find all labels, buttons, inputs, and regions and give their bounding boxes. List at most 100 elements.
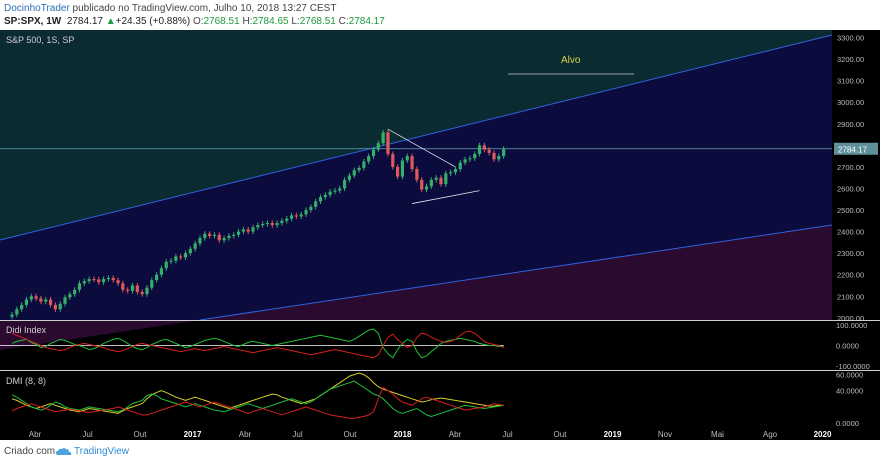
- candle[interactable]: [150, 280, 154, 288]
- candle[interactable]: [502, 148, 506, 157]
- candle[interactable]: [155, 274, 159, 281]
- candle[interactable]: [468, 158, 472, 160]
- candle[interactable]: [39, 298, 43, 302]
- candle[interactable]: [256, 225, 260, 228]
- candle[interactable]: [323, 194, 327, 198]
- dmi-scale[interactable]: 60.0000 40.0000 0.0000: [832, 371, 880, 428]
- candle[interactable]: [63, 297, 67, 304]
- tradingview-brand[interactable]: TradingView: [74, 446, 130, 457]
- candle[interactable]: [251, 227, 255, 232]
- candle[interactable]: [111, 277, 115, 281]
- channel-lower-line[interactable]: [199, 224, 833, 321]
- candle[interactable]: [188, 248, 192, 254]
- candle[interactable]: [29, 296, 33, 300]
- candle[interactable]: [265, 222, 270, 225]
- candle[interactable]: [405, 156, 409, 161]
- price-scale[interactable]: 3300.003200.003100.003000.002900.002800.…: [832, 30, 880, 323]
- candle[interactable]: [444, 173, 448, 185]
- candle[interactable]: [492, 152, 496, 160]
- candle[interactable]: [121, 283, 125, 290]
- candle[interactable]: [34, 296, 38, 299]
- didi-pane[interactable]: Didi Index 100.0000 0.0000 -100.0000: [0, 321, 880, 371]
- candle[interactable]: [463, 159, 467, 163]
- chart-area[interactable]: Alvo S&P 500, 1S, SP 3300.00 3200.00 3100.…: [0, 30, 880, 440]
- candle[interactable]: [198, 238, 202, 244]
- channel-upper-line[interactable]: [0, 34, 833, 241]
- candle[interactable]: [179, 256, 183, 258]
- candle[interactable]: [473, 153, 477, 159]
- candle[interactable]: [434, 177, 438, 180]
- candle[interactable]: [140, 291, 144, 295]
- candle[interactable]: [275, 222, 279, 226]
- candle[interactable]: [328, 191, 332, 195]
- candle[interactable]: [347, 175, 351, 180]
- author-link[interactable]: DocinhoTrader: [4, 3, 70, 14]
- candle[interactable]: [10, 314, 14, 317]
- candle[interactable]: [92, 279, 96, 281]
- candle[interactable]: [236, 231, 241, 235]
- candle[interactable]: [53, 304, 57, 310]
- candle[interactable]: [101, 279, 106, 283]
- candle[interactable]: [106, 277, 110, 280]
- candle[interactable]: [159, 268, 164, 275]
- candle[interactable]: [145, 287, 149, 295]
- candle[interactable]: [386, 132, 390, 154]
- candle[interactable]: [362, 161, 366, 168]
- candle[interactable]: [482, 145, 486, 150]
- candle[interactable]: [420, 179, 424, 190]
- candle[interactable]: [73, 289, 77, 295]
- candle[interactable]: [309, 206, 313, 211]
- candle[interactable]: [126, 289, 130, 291]
- time-axis[interactable]: Abr Jul Out 2017 Abr Jul Out 2018 Abr Jul Out 2019 N…: [0, 426, 880, 440]
- chart-svg[interactable]: Alvo S&P 500, 1S, SP 3300.00 3200.00 3100.…: [0, 30, 880, 440]
- candle[interactable]: [477, 145, 482, 154]
- candle[interactable]: [371, 149, 376, 157]
- candle[interactable]: [183, 253, 188, 258]
- candle[interactable]: [410, 156, 414, 170]
- candle[interactable]: [232, 234, 236, 236]
- candle[interactable]: [116, 280, 120, 284]
- candle[interactable]: [261, 224, 265, 226]
- candle[interactable]: [318, 197, 323, 202]
- candle[interactable]: [246, 229, 250, 232]
- candle[interactable]: [97, 279, 101, 283]
- candle[interactable]: [497, 156, 501, 160]
- candle[interactable]: [333, 190, 337, 192]
- candle[interactable]: [439, 177, 443, 185]
- candle[interactable]: [381, 132, 385, 144]
- candle[interactable]: [77, 283, 82, 290]
- candle[interactable]: [174, 256, 178, 261]
- candle[interactable]: [304, 210, 308, 215]
- candle[interactable]: [367, 156, 371, 162]
- candle[interactable]: [164, 261, 168, 269]
- candle[interactable]: [357, 167, 361, 171]
- candle[interactable]: [289, 215, 294, 219]
- dmi-pane[interactable]: DMI (8, 8) 60.0000 40.0000 0.0000: [6, 371, 880, 428]
- candle[interactable]: [453, 169, 458, 173]
- candle[interactable]: [68, 294, 72, 298]
- candle[interactable]: [396, 166, 400, 177]
- candle[interactable]: [342, 179, 347, 189]
- candle[interactable]: [20, 304, 24, 310]
- candle[interactable]: [169, 260, 173, 262]
- triangle-lower-line[interactable]: [411, 190, 480, 204]
- candle[interactable]: [487, 149, 491, 153]
- candle[interactable]: [449, 172, 453, 174]
- candle[interactable]: [44, 299, 48, 302]
- candle[interactable]: [82, 281, 86, 284]
- candle[interactable]: [270, 222, 274, 226]
- candle[interactable]: [352, 170, 356, 176]
- candle[interactable]: [203, 233, 207, 239]
- candle[interactable]: [135, 285, 139, 292]
- candle[interactable]: [227, 235, 231, 239]
- candle[interactable]: [280, 220, 284, 223]
- candle[interactable]: [130, 285, 135, 291]
- candle[interactable]: [338, 188, 342, 191]
- candle[interactable]: [208, 233, 212, 236]
- triangle-upper-line[interactable]: [387, 128, 456, 168]
- candle[interactable]: [241, 229, 245, 232]
- candle[interactable]: [285, 218, 289, 221]
- candle[interactable]: [429, 179, 433, 187]
- candle[interactable]: [314, 201, 318, 207]
- candle[interactable]: [48, 299, 53, 305]
